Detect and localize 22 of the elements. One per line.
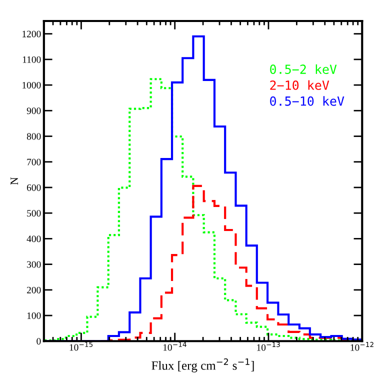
x-tick-label: 10$^{−15}$ bbox=[70, 342, 93, 351]
text: 0.5−2 keV bbox=[270, 64, 337, 74]
x-tick-label: 10$^{−13}$ bbox=[257, 342, 280, 351]
x-tick-label: 10$^{−12}$ bbox=[350, 342, 374, 351]
text: 0.5−10 keV bbox=[270, 96, 344, 106]
y-tick-label: 800 bbox=[26, 133, 41, 140]
y-tick-label: 0 bbox=[36, 338, 41, 345]
y-tick-label: 100 bbox=[27, 312, 41, 319]
y-axis-title: N bbox=[10, 177, 18, 185]
y-tick-label: 1000 bbox=[22, 82, 41, 88]
y-tick-label: 600 bbox=[26, 184, 41, 191]
y-tick-label: 400 bbox=[26, 236, 41, 242]
text: 2−10 keV bbox=[270, 80, 330, 90]
y-tick-label: 500 bbox=[27, 210, 41, 217]
x-tick-label: 10$^{−14}$ bbox=[163, 342, 186, 351]
y-tick-label: 200 bbox=[26, 286, 41, 294]
y-tick-label: 1100 bbox=[22, 56, 41, 63]
x-axis-title: Flux [erg cm$^{−2}$ s$^{−1}$] bbox=[152, 358, 254, 372]
y-tick-label: 900 bbox=[26, 108, 41, 114]
y-tick-label: 300 bbox=[27, 261, 41, 268]
y-tick-label: 1200 bbox=[22, 30, 41, 38]
y-tick-label: 700 bbox=[27, 158, 41, 166]
